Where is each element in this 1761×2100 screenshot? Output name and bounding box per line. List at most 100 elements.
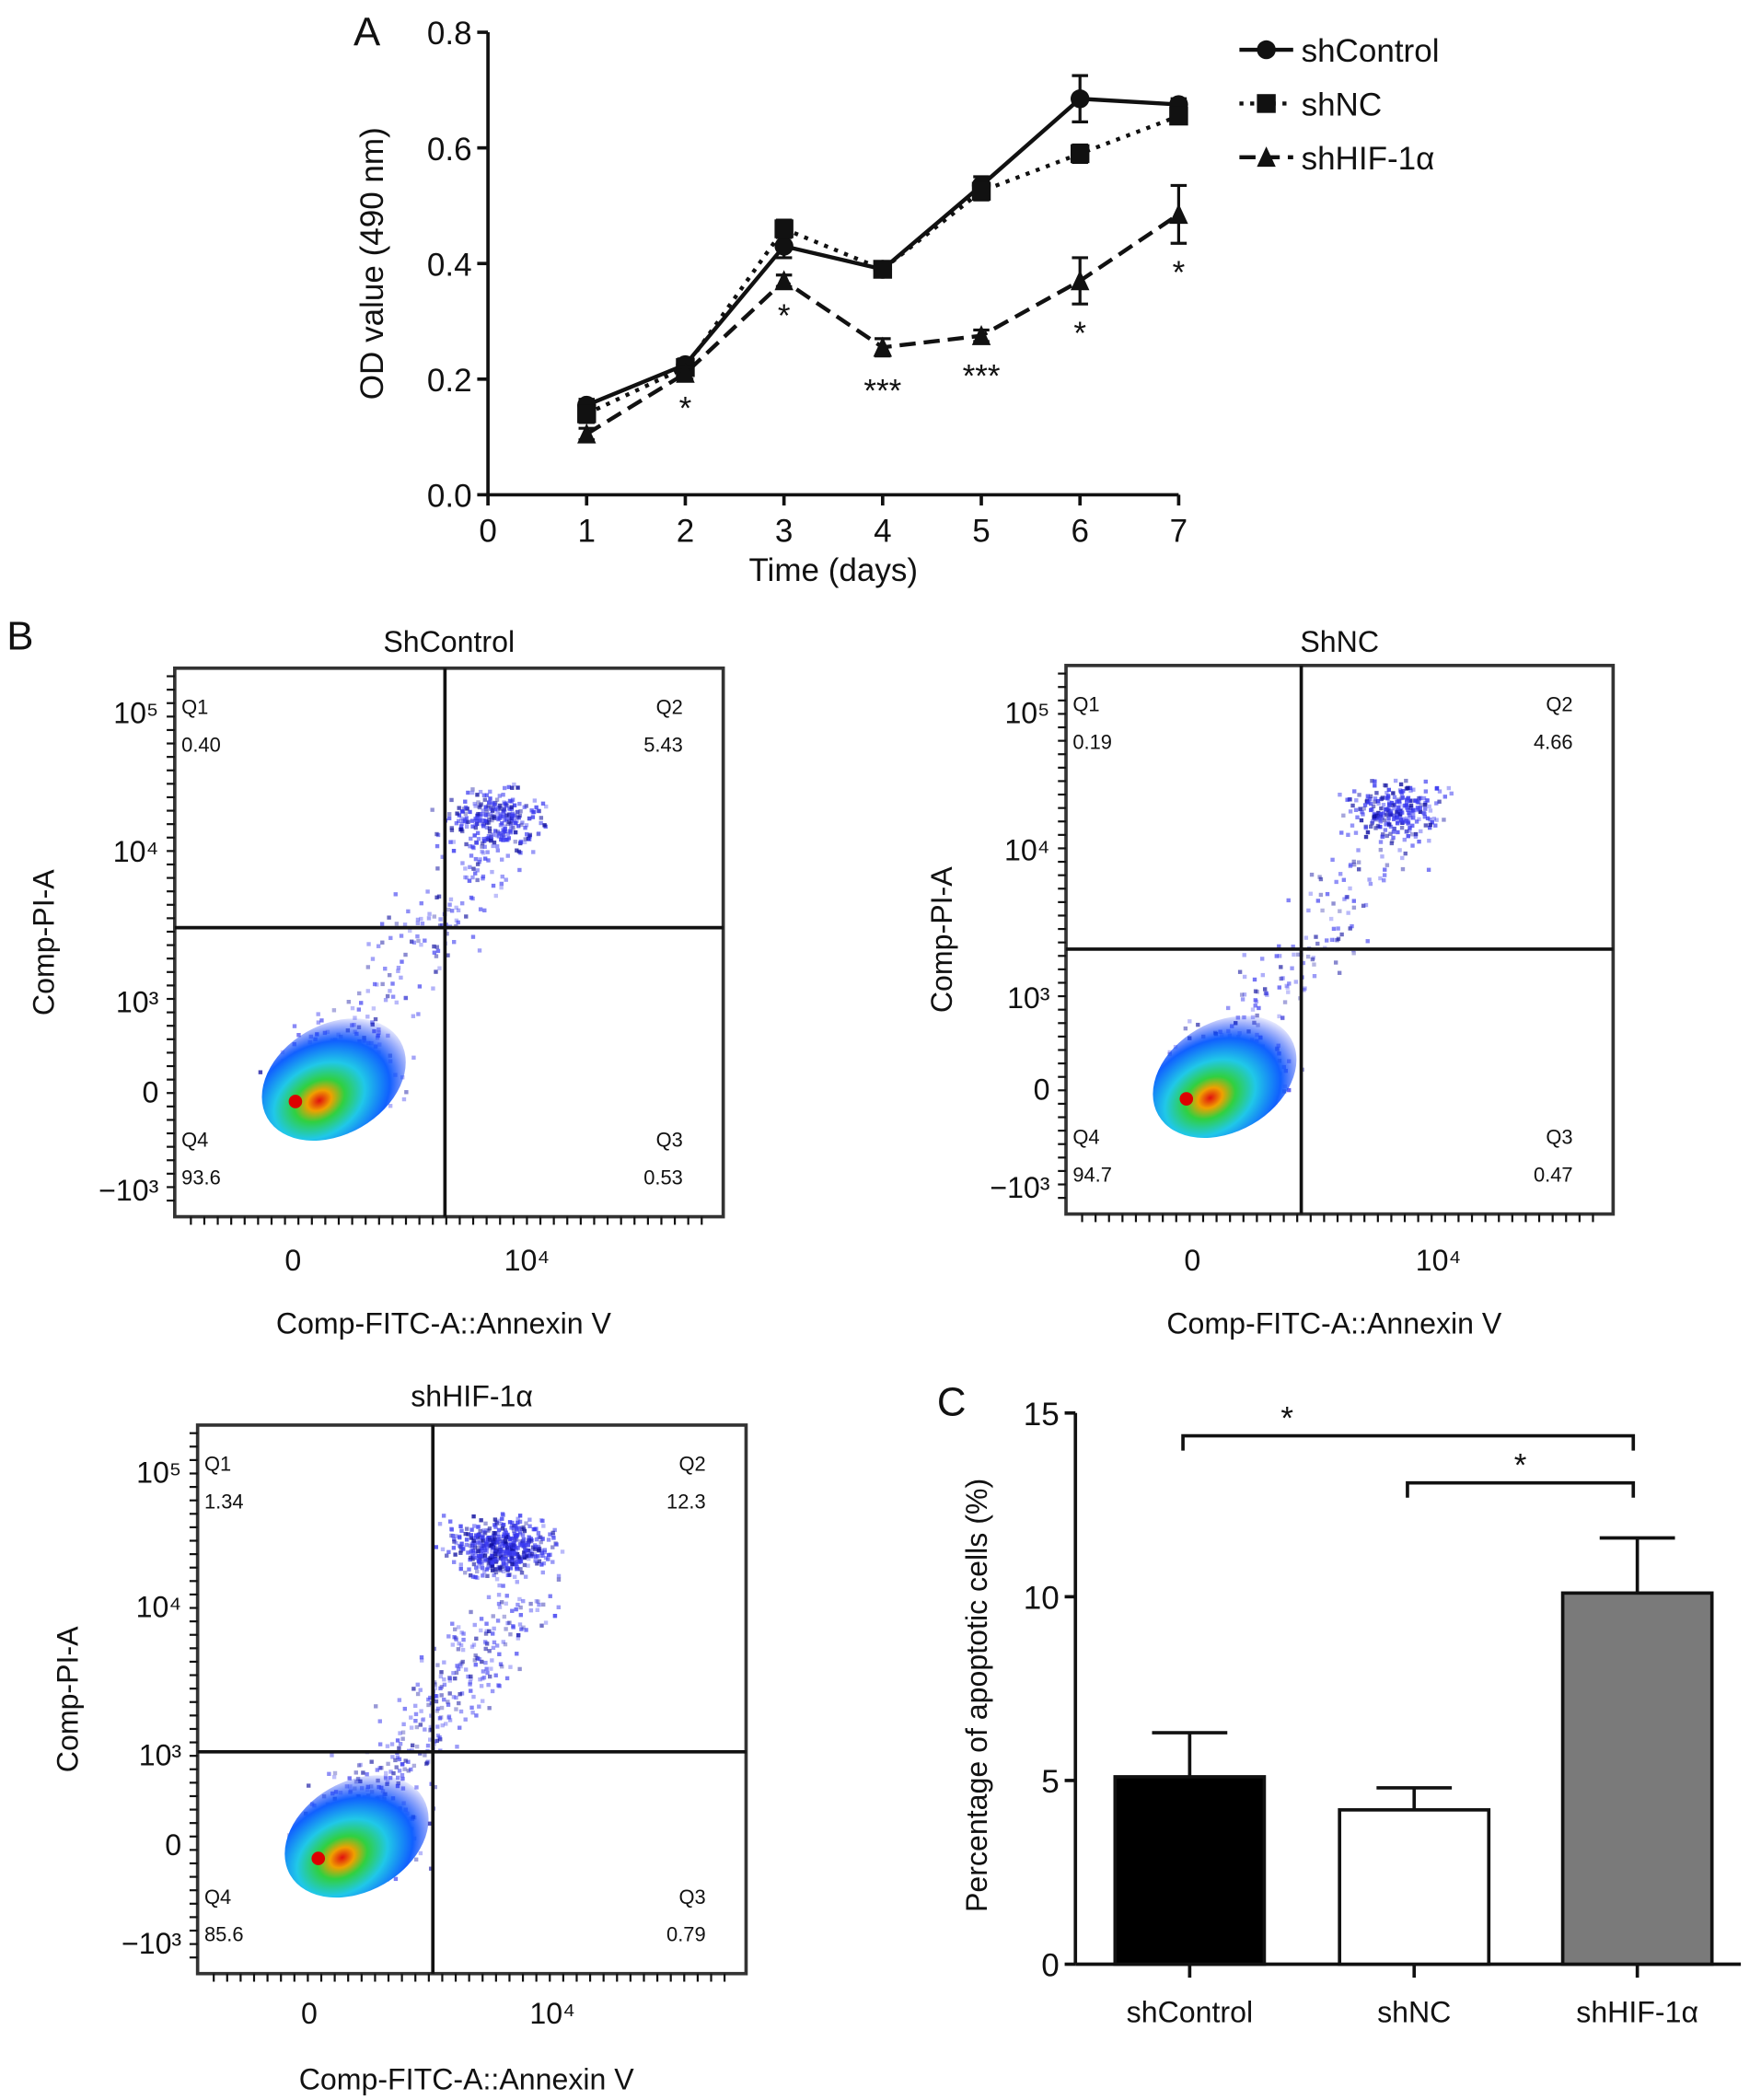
event-dot bbox=[470, 1549, 476, 1553]
event-dot bbox=[375, 1768, 380, 1772]
event-dot bbox=[527, 1553, 531, 1558]
x-tick-label: 6 bbox=[1071, 514, 1088, 550]
event-dot bbox=[1318, 876, 1324, 882]
event-dot bbox=[406, 1759, 411, 1764]
event-dot bbox=[500, 1516, 504, 1521]
event-dot bbox=[1380, 854, 1384, 859]
event-dot bbox=[516, 1520, 520, 1526]
event-dot bbox=[463, 1667, 469, 1672]
y-axis-title: Comp-PI-A bbox=[52, 1626, 85, 1772]
event-dot bbox=[419, 1658, 424, 1663]
event-dot bbox=[411, 940, 417, 946]
event-dot bbox=[484, 812, 489, 817]
event-dot bbox=[458, 1524, 463, 1529]
event-dot bbox=[447, 902, 452, 907]
event-dot bbox=[524, 1554, 529, 1559]
event-dot bbox=[469, 1549, 473, 1554]
event-dot bbox=[469, 1644, 475, 1649]
event-dot bbox=[509, 799, 514, 804]
event-dot bbox=[481, 874, 486, 879]
event-dot bbox=[459, 1661, 464, 1665]
event-dot bbox=[527, 1524, 532, 1528]
event-dot bbox=[499, 1544, 504, 1549]
event-dot bbox=[1333, 937, 1338, 943]
event-dot bbox=[486, 1682, 491, 1688]
event-dot bbox=[1345, 895, 1350, 899]
event-dot bbox=[415, 1691, 421, 1697]
event-dot bbox=[478, 789, 483, 795]
event-dot bbox=[526, 1543, 530, 1548]
event-dot bbox=[458, 1709, 464, 1714]
event-dot bbox=[470, 1574, 476, 1579]
event-dot bbox=[1391, 803, 1396, 807]
event-dot bbox=[406, 909, 411, 914]
significance-marker: *** bbox=[963, 359, 1001, 395]
y-tick-label: −10³ bbox=[122, 1927, 181, 1960]
quadrant-value-q3: 0.47 bbox=[1534, 1164, 1573, 1187]
event-dot bbox=[1252, 977, 1257, 982]
event-dot bbox=[1397, 788, 1403, 793]
circle-marker bbox=[1070, 89, 1090, 109]
quadrant-name-q1: Q1 bbox=[181, 695, 208, 718]
event-dot bbox=[487, 826, 492, 830]
event-dot bbox=[539, 1539, 543, 1545]
event-dot bbox=[446, 816, 452, 820]
event-dot bbox=[1397, 848, 1402, 853]
event-dot bbox=[1391, 830, 1396, 834]
event-dot bbox=[423, 938, 427, 943]
event-dot bbox=[350, 1005, 355, 1011]
event-dot bbox=[1384, 791, 1389, 795]
event-dot bbox=[536, 1534, 541, 1539]
event-dot bbox=[1411, 807, 1416, 812]
event-dot bbox=[1347, 797, 1351, 802]
event-dot bbox=[483, 1543, 489, 1548]
event-dot bbox=[460, 1647, 466, 1653]
event-dot bbox=[501, 1584, 505, 1588]
event-dot bbox=[1428, 825, 1432, 830]
event-dot bbox=[1368, 801, 1373, 806]
event-dot bbox=[353, 1015, 357, 1020]
event-dot bbox=[1239, 992, 1245, 997]
event-dot bbox=[1290, 966, 1294, 970]
event-dot bbox=[504, 1601, 508, 1607]
event-dot bbox=[459, 1528, 464, 1533]
density-peak bbox=[1179, 1092, 1194, 1106]
event-dot bbox=[463, 1531, 468, 1537]
event-dot bbox=[1405, 829, 1409, 834]
event-dot bbox=[1397, 799, 1402, 804]
triangle-marker bbox=[774, 270, 794, 291]
event-dot bbox=[454, 1541, 458, 1546]
event-dot bbox=[504, 1546, 510, 1550]
event-dot bbox=[498, 823, 504, 828]
event-dot bbox=[472, 1524, 477, 1528]
significance-bracket bbox=[1181, 1433, 1636, 1451]
event-dot bbox=[528, 1601, 533, 1607]
event-dot bbox=[534, 1537, 539, 1542]
event-dot bbox=[530, 1545, 536, 1549]
event-dot bbox=[492, 1539, 496, 1545]
event-dot bbox=[515, 1532, 520, 1537]
event-dot bbox=[445, 932, 449, 936]
event-dot bbox=[515, 1527, 519, 1532]
event-dot bbox=[477, 859, 481, 864]
event-dot bbox=[554, 1542, 559, 1547]
event-dot bbox=[456, 1666, 461, 1672]
y-axis-title: OD value (490 nm) bbox=[354, 127, 390, 400]
event-dot bbox=[490, 869, 494, 875]
event-dot bbox=[1329, 937, 1335, 943]
event-dot bbox=[406, 1769, 411, 1773]
event-dot bbox=[517, 813, 523, 818]
quadrant-name-q2: Q2 bbox=[678, 1453, 705, 1476]
event-dot bbox=[1373, 826, 1378, 830]
event-dot bbox=[1353, 807, 1359, 813]
event-dot bbox=[490, 1553, 494, 1558]
y-tick-label: 0.8 bbox=[427, 16, 472, 52]
event-dot bbox=[474, 841, 480, 845]
event-dot bbox=[466, 819, 470, 824]
x-tick-label: 3 bbox=[775, 514, 793, 550]
event-dot bbox=[415, 921, 421, 926]
event-dot bbox=[476, 811, 481, 817]
event-dot bbox=[292, 1024, 297, 1028]
event-dot bbox=[458, 1535, 462, 1540]
event-dot bbox=[481, 793, 487, 797]
